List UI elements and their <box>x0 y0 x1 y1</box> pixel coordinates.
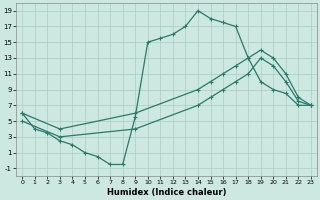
X-axis label: Humidex (Indice chaleur): Humidex (Indice chaleur) <box>107 188 226 197</box>
